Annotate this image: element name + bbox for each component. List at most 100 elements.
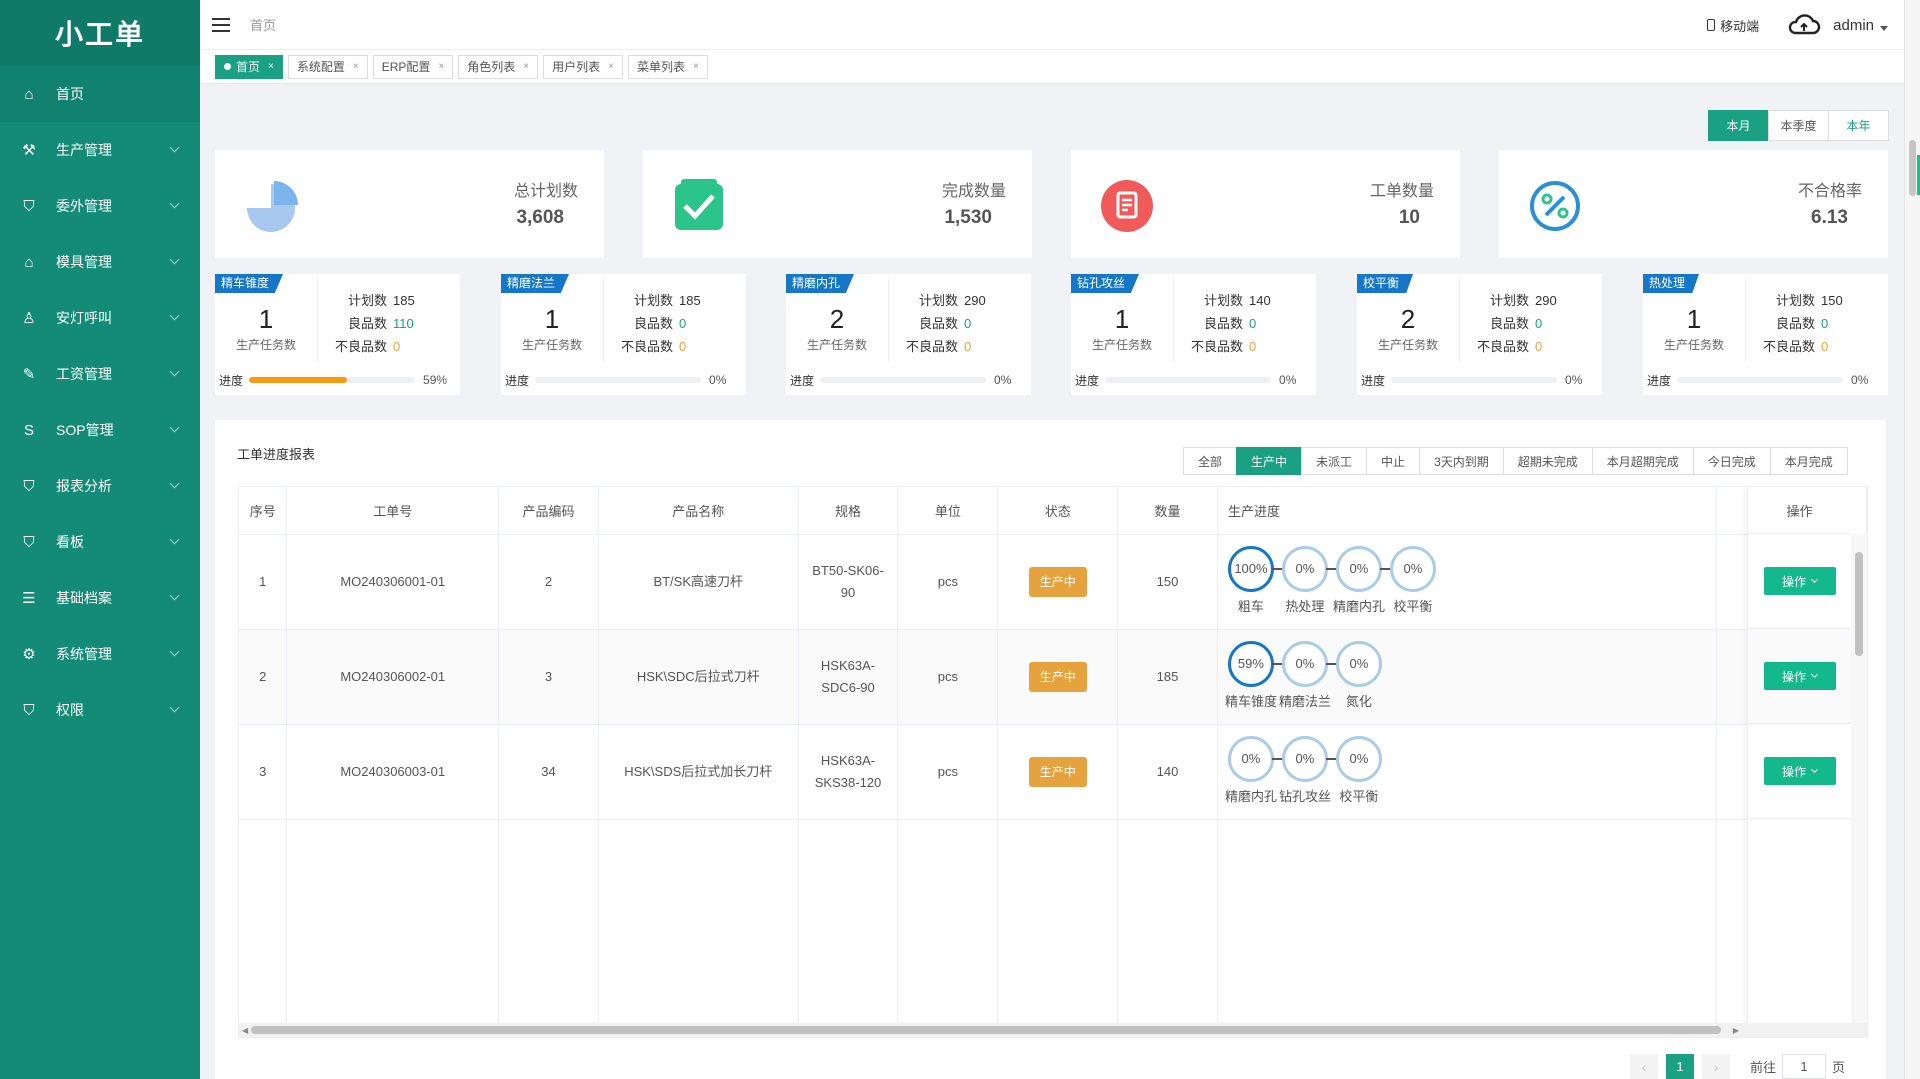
figure-good: 良品数 0 [1753, 312, 1883, 335]
period-button[interactable]: 本月 [1708, 110, 1769, 141]
filter-button[interactable]: 本月完成 [1769, 447, 1848, 475]
sidebar-item[interactable]: ⛉ 报表分析 [0, 458, 200, 514]
sidebar-item[interactable]: ✎ 工资管理 [0, 346, 200, 402]
filter-button[interactable]: 本月超期完成 [1591, 447, 1694, 475]
prev-page-button[interactable]: ‹ [1630, 1054, 1658, 1079]
sidebar-item-label: 首页 [56, 86, 84, 102]
cell-qty: 185 [1117, 629, 1218, 725]
close-icon[interactable]: × [438, 61, 445, 72]
cloud-icon[interactable] [1787, 13, 1821, 37]
figure-label: 不良品数 [1476, 339, 1529, 354]
process-figures: 计划数 290 良品数 0 不良品数 0 [896, 289, 1026, 358]
sidebar-item[interactable]: ⚙ 系统管理 [0, 626, 200, 682]
production-icon: ⚒ [22, 142, 36, 159]
chevron-down-icon [169, 366, 180, 377]
filter-button[interactable]: 超期未完成 [1502, 447, 1593, 475]
sidebar-item[interactable]: ⌂ 模具管理 [0, 234, 200, 290]
page-scrollbar[interactable] [1904, 0, 1920, 1079]
filter-button[interactable]: 中止 [1366, 447, 1421, 475]
table-row[interactable]: 3 MO240306003-01 34 HSK\SDS后拉式加长刀杆 HSK63A-SK… [239, 724, 1867, 820]
stat-label: 总计划数 [513, 183, 578, 200]
divider [317, 278, 318, 362]
figure-plan: 计划数 150 [1753, 289, 1883, 312]
step-connector [1379, 567, 1392, 570]
task-count: 1 [544, 304, 560, 334]
stat-card-total-plan: 总计划数 3,608 [215, 150, 604, 258]
operation-button[interactable]: 操作 [1763, 757, 1836, 785]
scroll-right-icon[interactable]: ▶ [1732, 1026, 1739, 1035]
tab[interactable]: ERP配置 × [372, 54, 454, 79]
period-button[interactable]: 本季度 [1768, 110, 1829, 141]
breadcrumb[interactable]: 首页 [250, 18, 277, 33]
tab-label: 角色列表 [467, 60, 516, 74]
tab[interactable]: 用户列表 × [543, 54, 623, 79]
menu-toggle-icon[interactable] [212, 17, 230, 32]
close-icon[interactable]: × [268, 61, 274, 72]
progress-percent: 0% [994, 373, 1012, 387]
figure-value: 110 [393, 316, 414, 331]
sidebar-item[interactable]: ⌂ 首页 [0, 66, 200, 122]
user-name[interactable]: admin [1833, 16, 1874, 34]
sidebar-item[interactable]: ☰ 基础档案 [0, 570, 200, 626]
tab[interactable]: 首页 × [215, 54, 283, 79]
step-name: 校平衡 [1339, 788, 1379, 804]
goto-page-input[interactable]: 1 [1782, 1054, 1827, 1079]
mold-icon: ⌂ [24, 253, 34, 271]
figure-label: 计划数 [347, 293, 387, 308]
close-icon[interactable]: × [523, 61, 530, 72]
table-horizontal-scrollbar[interactable]: ◀ ▶ [239, 1023, 1867, 1037]
sidebar-item[interactable]: ⛉ 委外管理 [0, 178, 200, 234]
check-icon [675, 179, 723, 230]
close-icon[interactable]: × [608, 61, 614, 72]
progress-row: 进度 0% [790, 372, 1026, 388]
caret-down-icon[interactable] [1880, 25, 1888, 31]
tab[interactable]: 菜单列表 × [627, 54, 708, 79]
table-vertical-scrollbar[interactable] [1851, 534, 1867, 1024]
phone-icon [1707, 19, 1716, 31]
tab-label: 系统配置 [296, 60, 345, 74]
shield-icon: ⛉ [23, 701, 35, 719]
filter-button[interactable]: 全部 [1183, 447, 1238, 475]
filter-button[interactable]: 未派工 [1301, 447, 1368, 475]
progress-label: 进度 [505, 373, 530, 388]
process-step: 0% 精磨内孔 [1333, 545, 1385, 618]
filter-button[interactable]: 生产中 [1236, 447, 1303, 475]
scroll-left-icon[interactable]: ◀ [242, 1026, 249, 1035]
column-header: 数量 [1117, 487, 1218, 535]
filter-button[interactable]: 今日完成 [1692, 447, 1771, 475]
cell-no: 3 [239, 724, 288, 820]
figure-value: 0 [1535, 339, 1543, 354]
stat-label: 工单数量 [1369, 183, 1434, 200]
chevron-down-icon [1810, 765, 1819, 774]
progress-percent: 0% [709, 373, 727, 387]
filter-button[interactable]: 3天内到期 [1419, 447, 1504, 475]
figure-label: 良品数 [1775, 316, 1815, 331]
figure-value: 0 [393, 339, 401, 354]
mobile-link[interactable]: 移动端 [1707, 16, 1759, 35]
close-icon[interactable]: × [352, 61, 359, 72]
stat-label: 不合格率 [1797, 183, 1862, 200]
sidebar-item[interactable]: ⚒ 生产管理 [0, 122, 200, 178]
figure-value: 0 [1821, 339, 1829, 354]
page-1-button[interactable]: 1 [1666, 1054, 1694, 1079]
table-row[interactable]: 2 MO240306002-01 3 HSK\SDC后拉式刀杆 HSK63A-SDC6-… [239, 629, 1867, 725]
tab[interactable]: 系统配置 × [287, 54, 368, 79]
table-row[interactable]: 1 MO240306001-01 2 BT/SK高速刀杆 BT50-SK06-90 pcs… [239, 534, 1867, 630]
sidebar-item[interactable]: ♙ 安灯呼叫 [0, 290, 200, 346]
close-icon[interactable]: × [692, 61, 699, 72]
figure-value: 0 [679, 316, 687, 331]
period-button[interactable]: 本年 [1828, 110, 1889, 141]
status-badge: 生产中 [1028, 566, 1087, 597]
sidebar-item[interactable]: S SOP管理 [0, 402, 200, 458]
empty-cell [798, 819, 899, 1037]
sidebar-item[interactable]: ⛉ 权限 [0, 682, 200, 738]
operation-label: 操作 [1781, 764, 1806, 779]
figure-label: 计划数 [918, 293, 958, 308]
next-page-button[interactable]: › [1702, 1054, 1730, 1079]
sidebar-item[interactable]: ⛉ 看板 [0, 514, 200, 570]
tab[interactable]: 角色列表 × [458, 54, 539, 79]
operation-button[interactable]: 操作 [1763, 567, 1836, 595]
operation-button[interactable]: 操作 [1763, 662, 1836, 690]
progress-bar [1391, 377, 1558, 383]
app-logo: 小工单 [0, 0, 200, 66]
